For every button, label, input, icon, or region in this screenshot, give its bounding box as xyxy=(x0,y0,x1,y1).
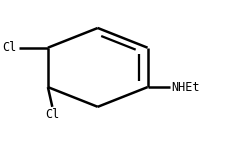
Text: Cl: Cl xyxy=(45,108,60,121)
Text: NHEt: NHEt xyxy=(171,81,199,94)
Text: Cl: Cl xyxy=(3,41,17,54)
